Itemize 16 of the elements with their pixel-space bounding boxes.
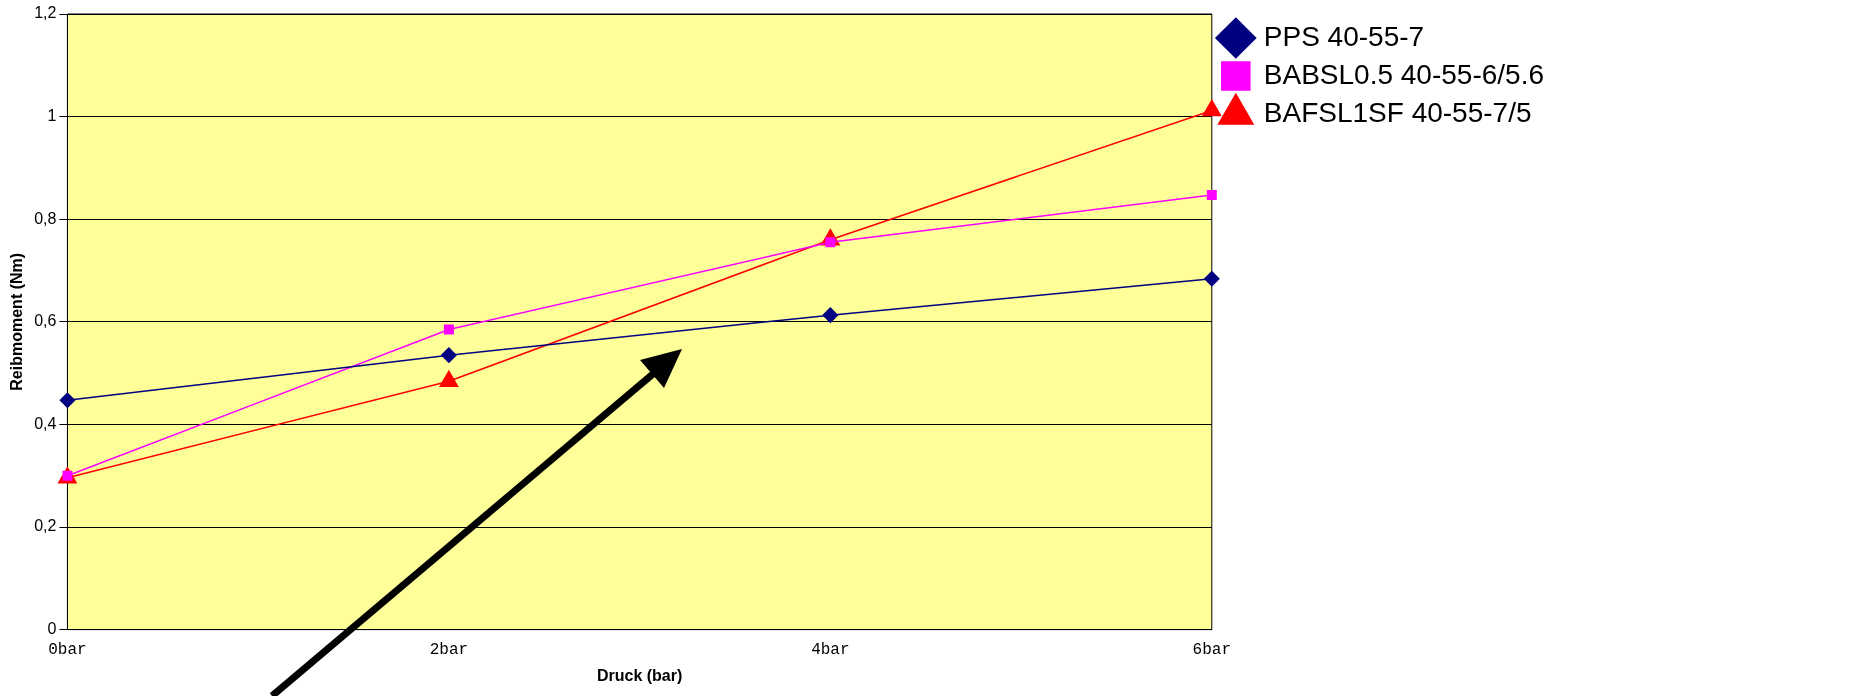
x-axis-title: Druck (bar) [596,666,683,684]
y-tick-label: 0,4 [34,414,57,432]
y-tick-label: 0,2 [34,517,57,535]
x-tick-label: 0bar [48,641,87,660]
legend-label: BAFSL1SF 40-55-7/5 [1263,96,1532,128]
legend-label: PPS 40-55-7 [1263,20,1425,52]
y-tick-label: 1,2 [34,4,57,22]
x-tick-label: 4bar [811,641,850,660]
y-tick-label: 0,6 [34,312,57,330]
x-tick-label: 2bar [429,641,469,660]
y-tick-label: 0,8 [34,209,57,227]
y-axis-title: Reibmoment (Nm) [8,252,26,391]
y-tick-label: 0 [47,620,57,638]
y-tick-label: 1 [47,107,57,125]
legend-label: BABSL0.5 40-55-6/5.6 [1263,58,1545,90]
x-tick-label: 6bar [1192,641,1232,660]
